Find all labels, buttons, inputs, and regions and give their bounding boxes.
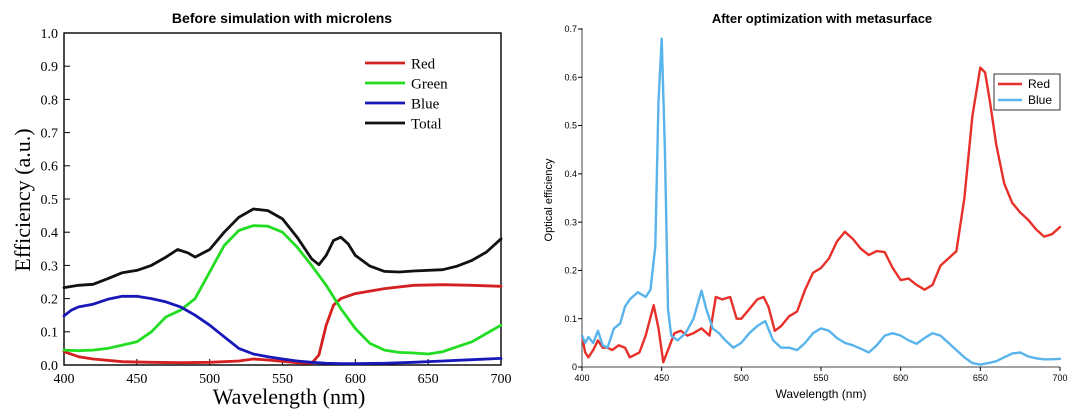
x-tick-label: 400: [54, 372, 75, 387]
x-tick-label: 500: [199, 372, 220, 387]
x-tick-label: 700: [491, 372, 512, 387]
legend-label-blue: Blue: [411, 96, 440, 112]
chart-left-y-axis: 0.0 0.1 0.2 0.3 0.4 0.5 0.6 0.7 0.8 0.9 1.0: [41, 27, 70, 374]
y-tick-label: 0.7: [41, 127, 59, 142]
legend-label-red: Red: [1028, 77, 1050, 91]
chart-right-xlabel: Wavelength (nm): [776, 387, 867, 401]
y-tick-label: 0.4: [564, 169, 577, 179]
y-tick-label: 0.6: [564, 72, 577, 82]
y-tick-label: 0.2: [564, 266, 577, 276]
chart-right-series: [580, 37, 1062, 366]
chart-right-ylabel: Optical efficiency: [543, 158, 555, 241]
y-tick-label: 0.2: [41, 293, 59, 308]
y-tick-label: 0.1: [41, 326, 59, 341]
chart-right-y-axis: 0 0.1 0.2 0.3 0.4 0.5 0.6 0.7: [564, 24, 582, 372]
series-line-blue: [580, 37, 1062, 366]
x-tick-label: 550: [813, 373, 828, 383]
y-tick-label: 0.4: [41, 226, 59, 241]
x-tick-label: 400: [574, 373, 589, 383]
chart-before-microlens: Before simulation with microlens 0.00.10…: [10, 10, 512, 409]
chart-left-series: [62, 207, 503, 366]
chart-left-legend: Red Green Blue Total: [365, 56, 448, 132]
y-tick-label: 0.7: [564, 24, 577, 34]
y-tick-label: 0.8: [41, 93, 59, 108]
x-tick-label: 650: [973, 373, 988, 383]
series-line-red: [580, 66, 1062, 364]
x-tick-label: 600: [345, 372, 366, 387]
x-tick-label: 600: [893, 373, 908, 383]
y-tick-label: 0.1: [564, 314, 577, 324]
x-tick-label: 450: [654, 373, 669, 383]
y-tick-label: 0.5: [41, 193, 59, 208]
x-tick-label: 650: [418, 372, 439, 387]
x-tick-label: 700: [1052, 373, 1067, 383]
y-tick-label: 0.5: [564, 121, 577, 131]
chart-left-title: Before simulation with microlens: [172, 10, 392, 26]
chart-after-metasurface: After optimization with metasurface 0 0.1…: [543, 11, 1068, 401]
chart-left-xlabel: Wavelength (nm): [213, 384, 366, 409]
x-tick-label: 550: [272, 372, 293, 387]
x-tick-label: 500: [734, 373, 749, 383]
series-line-total: [62, 207, 503, 289]
y-tick-label: 0.0: [41, 359, 59, 374]
legend-box: [993, 73, 1061, 111]
chart-right-title: After optimization with metasurface: [712, 11, 932, 26]
y-tick-label: 0: [572, 362, 577, 372]
legend-label-green: Green: [411, 76, 448, 92]
series-line-blue: [62, 294, 503, 366]
legend-label-blue: Blue: [1028, 93, 1052, 107]
y-tick-label: 0.6: [41, 160, 59, 175]
chart-left-x-axis: 400 450 500 550 600 650 700: [54, 359, 512, 387]
series-line-green: [62, 224, 503, 356]
y-tick-label: 0.9: [41, 60, 59, 75]
x-tick-label: 450: [126, 372, 147, 387]
legend-label-red: Red: [411, 56, 436, 72]
chart-right-legend: Red Blue: [993, 73, 1061, 111]
chart-right-x-axis: 400 450 500 550 600 650 700: [574, 367, 1068, 383]
y-tick-label: 0.3: [564, 217, 577, 227]
legend-label-total: Total: [411, 116, 442, 132]
y-tick-label: 0.3: [41, 259, 59, 274]
chart-left-ylabel: Efficiency (a.u.): [10, 128, 35, 271]
y-tick-label: 1.0: [41, 27, 59, 42]
